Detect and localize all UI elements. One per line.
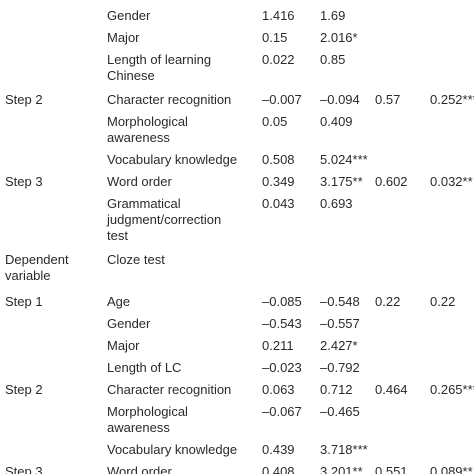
- step-cell: Dependent: [5, 252, 69, 267]
- variable-cell: Gender: [107, 316, 151, 331]
- variable-cell: Character recognition: [107, 92, 232, 107]
- t-cell: –0.792: [320, 360, 360, 375]
- beta-cell: 0.508: [262, 152, 295, 167]
- t-cell: 0.85: [320, 52, 346, 67]
- variable-cell: awareness: [107, 420, 170, 435]
- beta-cell: 0.022: [262, 52, 295, 67]
- t-cell: 1.69: [320, 8, 346, 23]
- step-cell: Step 3: [5, 464, 43, 474]
- r2-cell: 0.22: [375, 294, 401, 309]
- beta-cell: –0.023: [262, 360, 302, 375]
- r2-cell: 0.57: [375, 92, 401, 107]
- t-cell: –0.094: [320, 92, 360, 107]
- beta-cell: 0.043: [262, 196, 295, 211]
- t-cell: 0.693: [320, 196, 353, 211]
- beta-cell: –0.085: [262, 294, 302, 309]
- beta-cell: –0.543: [262, 316, 302, 331]
- variable-cell: Major: [107, 30, 140, 45]
- t-cell: –0.557: [320, 316, 360, 331]
- variable-cell: Vocabulary knowledge: [107, 152, 238, 167]
- beta-cell: 0.349: [262, 174, 295, 189]
- variable-cell: Gender: [107, 8, 151, 23]
- variable-cell: Length of LC: [107, 360, 182, 375]
- beta-cell: 0.15: [262, 30, 288, 45]
- beta-cell: 0.05: [262, 114, 288, 129]
- variable-cell: Word order: [107, 464, 172, 474]
- variable-cell: Character recognition: [107, 382, 232, 397]
- variable-cell: Word order: [107, 174, 172, 189]
- variable-cell: judgment/correction: [107, 212, 222, 227]
- variable-cell: Length of learning: [107, 52, 212, 67]
- beta-cell: –0.067: [262, 404, 302, 419]
- step-cell: Step 3: [5, 174, 43, 189]
- beta-cell: –0.007: [262, 92, 302, 107]
- variable-cell: awareness: [107, 130, 170, 145]
- variable-cell: Chinese: [107, 68, 155, 83]
- beta-cell: 0.063: [262, 382, 295, 397]
- beta-cell: 0.439: [262, 442, 295, 457]
- t-cell: 2.016*: [320, 30, 358, 45]
- variable-cell: test: [107, 228, 128, 243]
- delta-r2-cell: 0.089**: [430, 464, 473, 474]
- t-cell: 3.175**: [320, 174, 363, 189]
- t-cell: 3.718***: [320, 442, 368, 457]
- step-cell: Step 1: [5, 294, 43, 309]
- t-cell: –0.465: [320, 404, 360, 419]
- step-cell: Step 2: [5, 382, 43, 397]
- variable-cell: Major: [107, 338, 140, 353]
- delta-r2-cell: 0.252***: [430, 92, 474, 107]
- t-cell: –0.548: [320, 294, 360, 309]
- variable-cell: Cloze test: [107, 252, 165, 267]
- variable-cell: Morphological: [107, 114, 188, 129]
- beta-cell: 1.416: [262, 8, 295, 23]
- variable-cell: Morphological: [107, 404, 188, 419]
- t-cell: 3.201**: [320, 464, 363, 474]
- t-cell: 5.024***: [320, 152, 368, 167]
- t-cell: 2.427*: [320, 338, 358, 353]
- delta-r2-cell: 0.032**: [430, 174, 473, 189]
- variable-cell: Age: [107, 294, 131, 309]
- variable-cell: Grammatical: [107, 196, 181, 211]
- r2-cell: 0.551: [375, 464, 408, 474]
- r2-cell: 0.602: [375, 174, 408, 189]
- delta-r2-cell: 0.22: [430, 294, 456, 309]
- delta-r2-cell: 0.265***: [430, 382, 474, 397]
- beta-cell: 0.408: [262, 464, 295, 474]
- variable-cell: Vocabulary knowledge: [107, 442, 238, 457]
- step-cell: Step 2: [5, 92, 43, 107]
- step-cell: variable: [5, 268, 51, 283]
- t-cell: 0.712: [320, 382, 353, 397]
- beta-cell: 0.211: [262, 338, 294, 353]
- r2-cell: 0.464: [375, 382, 408, 397]
- t-cell: 0.409: [320, 114, 353, 129]
